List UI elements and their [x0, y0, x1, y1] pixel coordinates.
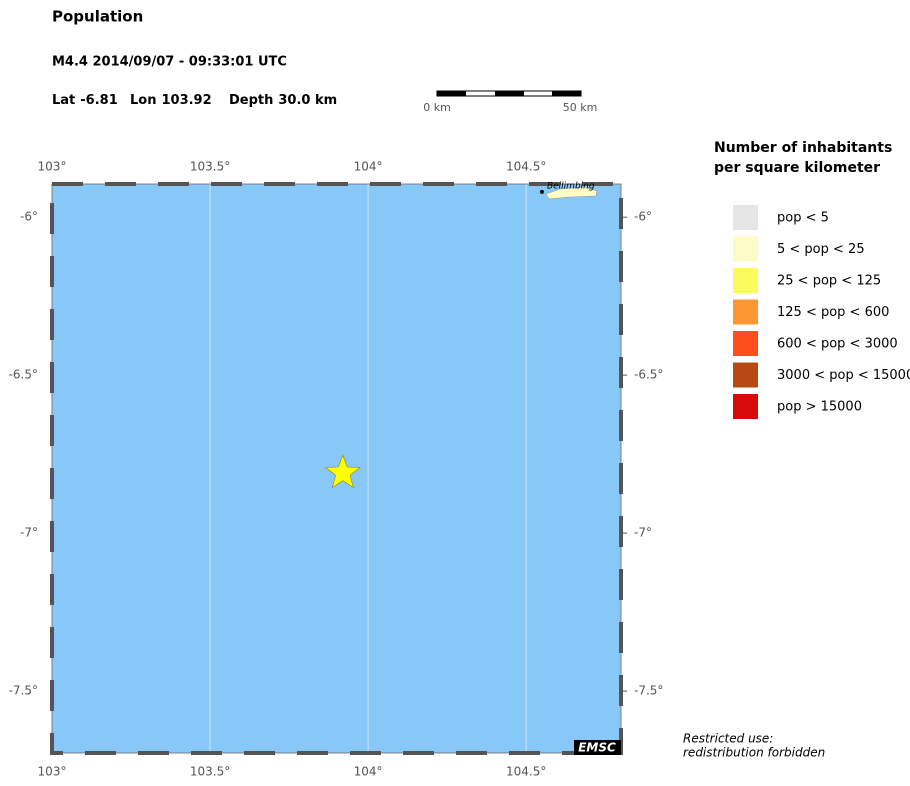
place-label: Bellimbing [547, 181, 595, 191]
credit-badge [574, 740, 621, 755]
lat-value: -6.81 [80, 93, 117, 108]
legend-label: 125 < pop < 600 [777, 305, 889, 320]
legend-swatch [733, 299, 758, 325]
x-tick-label: 104° [354, 765, 383, 779]
y-tick-label: -6.5° [9, 368, 38, 382]
legend-swatch [733, 205, 758, 230]
scale-seg [437, 91, 466, 96]
x-tick-label: 104° [354, 160, 383, 174]
map-frame [50, 182, 623, 755]
legend-label: pop < 5 [777, 211, 829, 226]
y-tick-label: -7.5° [9, 684, 38, 698]
depth-text: Depth 30.0 km [229, 93, 337, 108]
legend-swatch [733, 236, 758, 262]
legend-swatch [733, 268, 758, 293]
x-tick-label: 103.5° [190, 765, 230, 779]
y-tick-label: -7° [20, 526, 38, 540]
frame-dashes [50, 182, 623, 755]
legend-title: per square kilometer [714, 160, 880, 176]
legend-label: pop > 15000 [777, 400, 862, 415]
epicenter [324, 454, 361, 489]
y-tick-label: -7° [634, 526, 652, 540]
footer: Restricted use: [683, 732, 773, 746]
y-tick-label: -6° [20, 210, 38, 224]
place-dot [539, 189, 544, 194]
footer: redistribution forbidden [683, 746, 825, 760]
depth-label: Depth [229, 93, 273, 108]
x-tick-label: 103° [38, 765, 67, 779]
lat-text: Lat -6.81 [52, 93, 118, 108]
lat-label: Lat [52, 93, 75, 108]
y-tick-label: -6° [634, 210, 652, 224]
legend-label: 3000 < pop < 15000 [777, 368, 910, 383]
legend: pop < 5 5 < pop < 25 25 < pop < 125 125 < p… [733, 205, 910, 419]
island [545, 186, 598, 200]
scale-start: 0 km [423, 101, 451, 114]
credit: EMSC [578, 741, 616, 755]
legend-title: Number of inhabitants [714, 140, 892, 156]
legend-label: 25 < pop < 125 [777, 274, 881, 289]
x-tick-label: 104.5° [506, 160, 546, 174]
lon-label: Lon [130, 93, 156, 108]
title: Population [52, 8, 143, 26]
legend-label: 5 < pop < 25 [777, 242, 865, 257]
legend-swatch [733, 331, 758, 356]
legend-swatch [733, 362, 758, 388]
x-tick-label: 103° [38, 160, 67, 174]
scale-seg [552, 91, 581, 96]
legend-swatch [733, 394, 758, 419]
scale-bar: 0 km 50 km [423, 90, 598, 114]
x-tick-label: 104.5° [506, 765, 546, 779]
depth-value: 30.0 km [278, 93, 337, 108]
x-tick-label: 103.5° [190, 160, 230, 174]
scale-end: 50 km [563, 101, 598, 114]
lon-value: 103.92 [161, 93, 211, 108]
y-tick-label: -6.5° [634, 368, 663, 382]
event-line: M4.4 2014/09/07 - 09:33:01 UTC [52, 55, 287, 70]
y-tick-label: -7.5° [634, 684, 663, 698]
legend-label: 600 < pop < 3000 [777, 337, 898, 352]
lon-text: Lon 103.92 [130, 93, 212, 108]
scale-seg [495, 91, 524, 96]
